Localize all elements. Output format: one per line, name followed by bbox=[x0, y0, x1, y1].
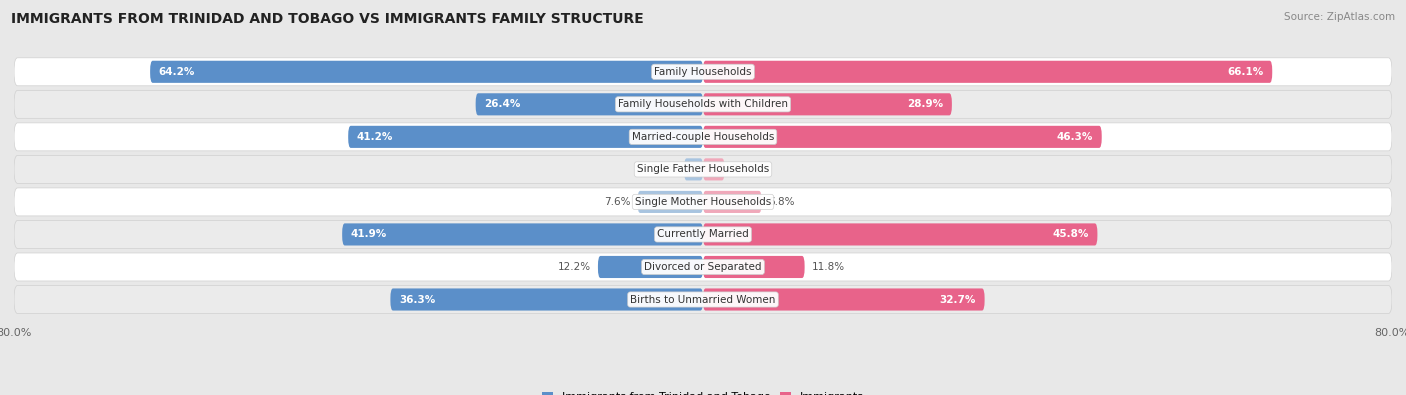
Text: 2.5%: 2.5% bbox=[731, 164, 758, 174]
Text: Married-couple Households: Married-couple Households bbox=[631, 132, 775, 142]
Text: Source: ZipAtlas.com: Source: ZipAtlas.com bbox=[1284, 12, 1395, 22]
FancyBboxPatch shape bbox=[703, 93, 952, 115]
Text: 64.2%: 64.2% bbox=[159, 67, 195, 77]
FancyBboxPatch shape bbox=[349, 126, 703, 148]
Text: 41.2%: 41.2% bbox=[357, 132, 394, 142]
FancyBboxPatch shape bbox=[391, 288, 703, 310]
Text: Currently Married: Currently Married bbox=[657, 229, 749, 239]
Text: 26.4%: 26.4% bbox=[484, 99, 520, 109]
Text: 7.6%: 7.6% bbox=[605, 197, 631, 207]
FancyBboxPatch shape bbox=[14, 253, 1392, 281]
FancyBboxPatch shape bbox=[703, 158, 724, 181]
FancyBboxPatch shape bbox=[14, 58, 1392, 86]
FancyBboxPatch shape bbox=[703, 61, 1272, 83]
Text: Single Mother Households: Single Mother Households bbox=[636, 197, 770, 207]
FancyBboxPatch shape bbox=[598, 256, 703, 278]
Text: 46.3%: 46.3% bbox=[1057, 132, 1092, 142]
Text: Family Households: Family Households bbox=[654, 67, 752, 77]
FancyBboxPatch shape bbox=[342, 224, 703, 246]
FancyBboxPatch shape bbox=[14, 90, 1392, 118]
Text: 66.1%: 66.1% bbox=[1227, 67, 1264, 77]
Text: Single Father Households: Single Father Households bbox=[637, 164, 769, 174]
Text: 2.2%: 2.2% bbox=[651, 164, 678, 174]
FancyBboxPatch shape bbox=[685, 158, 703, 181]
Text: 6.8%: 6.8% bbox=[769, 197, 794, 207]
FancyBboxPatch shape bbox=[703, 256, 804, 278]
Text: Births to Unmarried Women: Births to Unmarried Women bbox=[630, 295, 776, 305]
FancyBboxPatch shape bbox=[14, 220, 1392, 248]
Text: Divorced or Separated: Divorced or Separated bbox=[644, 262, 762, 272]
FancyBboxPatch shape bbox=[637, 191, 703, 213]
Text: IMMIGRANTS FROM TRINIDAD AND TOBAGO VS IMMIGRANTS FAMILY STRUCTURE: IMMIGRANTS FROM TRINIDAD AND TOBAGO VS I… bbox=[11, 12, 644, 26]
Text: 36.3%: 36.3% bbox=[399, 295, 436, 305]
FancyBboxPatch shape bbox=[703, 288, 984, 310]
FancyBboxPatch shape bbox=[475, 93, 703, 115]
FancyBboxPatch shape bbox=[14, 286, 1392, 314]
Text: 32.7%: 32.7% bbox=[939, 295, 976, 305]
Legend: Immigrants from Trinidad and Tobago, Immigrants: Immigrants from Trinidad and Tobago, Imm… bbox=[537, 388, 869, 395]
FancyBboxPatch shape bbox=[14, 123, 1392, 151]
Text: 28.9%: 28.9% bbox=[907, 99, 943, 109]
FancyBboxPatch shape bbox=[150, 61, 703, 83]
FancyBboxPatch shape bbox=[14, 155, 1392, 183]
FancyBboxPatch shape bbox=[703, 191, 762, 213]
Text: 41.9%: 41.9% bbox=[350, 229, 387, 239]
Text: Family Households with Children: Family Households with Children bbox=[619, 99, 787, 109]
Text: 11.8%: 11.8% bbox=[811, 262, 845, 272]
Text: 12.2%: 12.2% bbox=[558, 262, 591, 272]
FancyBboxPatch shape bbox=[703, 126, 1102, 148]
FancyBboxPatch shape bbox=[703, 224, 1098, 246]
Text: 45.8%: 45.8% bbox=[1053, 229, 1088, 239]
FancyBboxPatch shape bbox=[14, 188, 1392, 216]
